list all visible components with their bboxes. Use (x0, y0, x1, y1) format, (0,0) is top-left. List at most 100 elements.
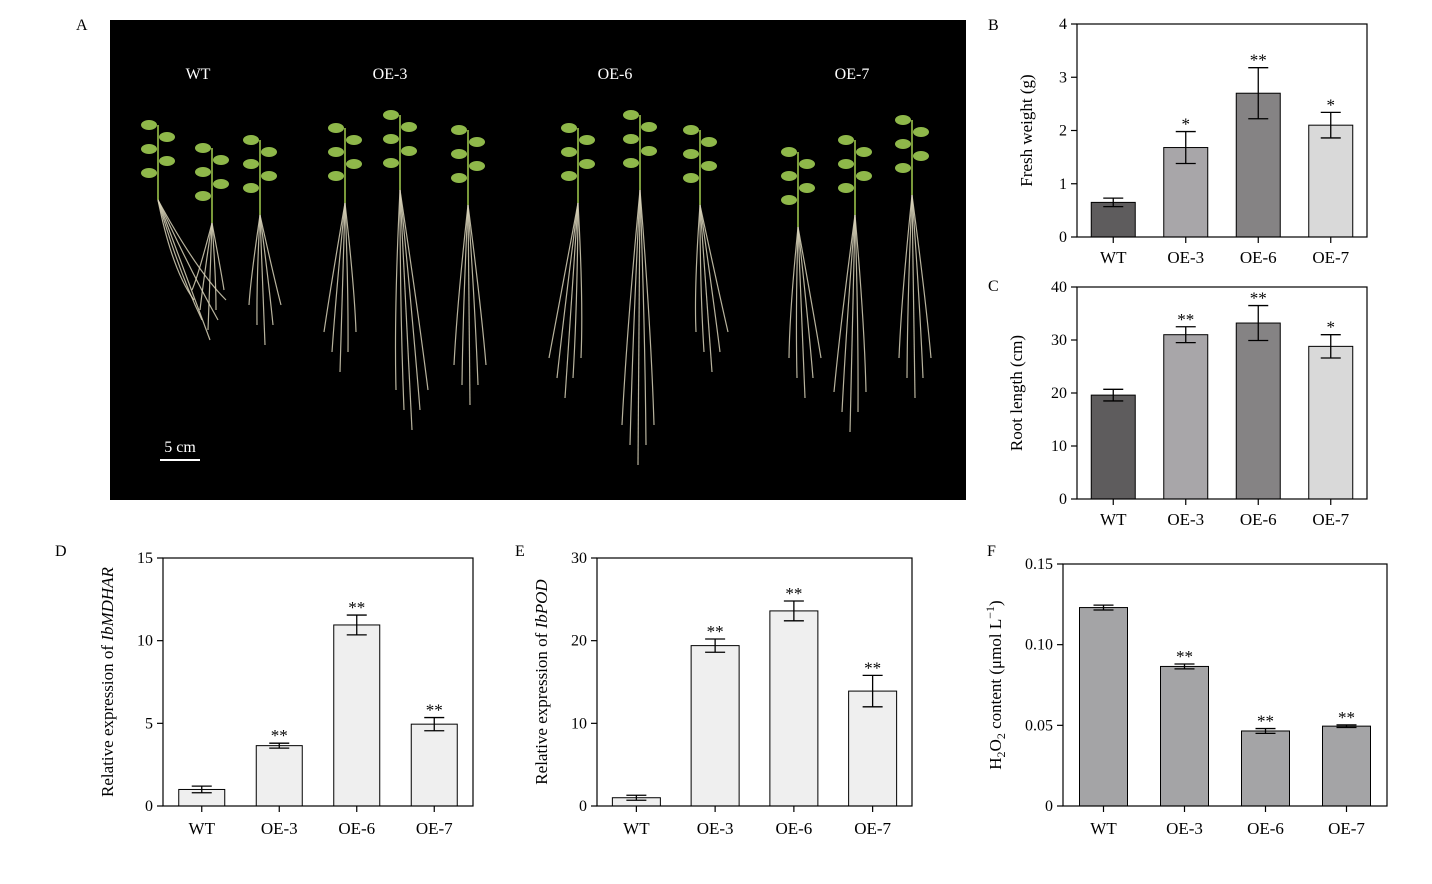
plant-root (248, 214, 261, 306)
plant-root (191, 222, 213, 291)
bar-oe-7 (1308, 345, 1354, 500)
panel-a: A WT OE-3 OE-6 OE-7 5 cm (76, 17, 966, 500)
plant-root (467, 204, 487, 366)
plant-leaf (213, 179, 229, 189)
significance-label: ** (785, 584, 802, 603)
plant-root (399, 189, 405, 411)
x-tick-label: WT (189, 819, 216, 838)
plant-leaf (451, 125, 467, 135)
x-tick-label: OE-6 (1240, 510, 1277, 529)
plant-leaf (195, 167, 211, 177)
plant-leaf (561, 123, 577, 133)
y-tick-label: 15 (137, 550, 153, 567)
plant-leaf (328, 123, 344, 133)
plant-leaf (401, 146, 417, 156)
y-tick-label: 5 (145, 715, 153, 732)
plant-leaf (781, 195, 797, 205)
plant-root (911, 194, 932, 359)
plant-root (207, 222, 213, 331)
plant-leaf (701, 137, 717, 147)
significance-label: * (1182, 115, 1191, 134)
plant-root (788, 226, 799, 359)
x-tick-label: OE-3 (1166, 819, 1203, 838)
plant-root (621, 189, 641, 426)
plant-leaf (469, 137, 485, 147)
plant-leaf (913, 127, 929, 137)
plant-leaf (781, 147, 797, 157)
panel-letter-b: B (988, 17, 999, 34)
plant-leaf (195, 143, 211, 153)
plant-leaf (261, 147, 277, 157)
significance-label: ** (348, 598, 365, 617)
bar-wt (1079, 607, 1128, 807)
plant-root (699, 204, 721, 353)
plant-root (344, 202, 357, 333)
y-tick-label: 0 (579, 798, 587, 815)
plant-leaf (838, 159, 854, 169)
plant-leaf (641, 122, 657, 132)
photo-label-wt: WT (186, 66, 211, 83)
plant-leaf (401, 122, 417, 132)
plant-root (467, 204, 471, 406)
bar-oe-3 (1160, 665, 1209, 807)
plant-root (854, 214, 867, 393)
significance-label: ** (426, 701, 443, 720)
panel-b-chart: B WT * OE-3 ** OE-6 * OE-7 0 1 2 3 4 Fresh weight (g) (988, 16, 1368, 267)
plant-leaf (623, 134, 639, 144)
panel-letter-d: D (55, 543, 67, 560)
plant-root (199, 222, 213, 311)
x-tick-label: OE-7 (1328, 819, 1365, 838)
plant-leaf (451, 173, 467, 183)
y-tick-label: 0 (1045, 798, 1053, 815)
plant-leaf (243, 135, 259, 145)
plant-root (854, 214, 859, 413)
plant-root (394, 189, 401, 391)
panel-letter-f: F (987, 543, 996, 560)
x-tick-label: OE-6 (338, 819, 375, 838)
bar-wt (1090, 201, 1136, 238)
y-axis-label: H2O2 content (μmol L−1) (983, 600, 1008, 769)
panel-f-chart: F WT ** OE-3 ** OE-6 ** OE-7 0 0.05 0.10 0.15 H2O2 c… (983, 543, 1388, 838)
plant-root (637, 189, 641, 466)
significance-label: ** (864, 658, 881, 677)
significance-label: ** (1250, 289, 1267, 308)
x-tick-label: WT (623, 819, 650, 838)
x-tick-label: OE-6 (775, 819, 812, 838)
plot-frame (596, 557, 913, 807)
bar-oe-6 (1241, 730, 1290, 807)
x-tick-label: OE-6 (1247, 819, 1284, 838)
y-tick-label: 0 (1059, 491, 1067, 508)
plot-frame (162, 557, 474, 807)
plant-leaf (346, 135, 362, 145)
plant-root (259, 214, 282, 306)
significance-label: ** (1257, 712, 1274, 731)
plant-root (157, 199, 219, 321)
plant-root (256, 214, 261, 326)
panel-e-chart: E WT ** OE-3 ** OE-6 ** OE-7 0 10 20 30 Relative exp… (515, 543, 913, 838)
plant-leaf (683, 149, 699, 159)
significance-label: ** (1250, 51, 1267, 70)
plant-leaf (383, 158, 399, 168)
plant-leaf (838, 183, 854, 193)
plant-root (157, 199, 203, 321)
x-tick-label: OE-3 (261, 819, 298, 838)
y-tick-label: 2 (1059, 123, 1067, 140)
plant-leaf (895, 163, 911, 173)
bar-oe-3 (690, 645, 740, 807)
plot-frame (1062, 563, 1388, 807)
plant-leaf (701, 161, 717, 171)
plant-root (157, 199, 211, 341)
y-tick-label: 40 (1051, 279, 1067, 296)
plant-leaf (913, 151, 929, 161)
plant-leaf (195, 191, 211, 201)
plant-root (157, 199, 227, 301)
plant-photo (110, 20, 966, 500)
y-tick-label: 0 (145, 798, 153, 815)
x-tick-label: OE-3 (1167, 248, 1204, 267)
plant-root (841, 214, 856, 413)
plant-root (629, 189, 641, 446)
plant-leaf (683, 125, 699, 135)
plant-root (339, 202, 346, 373)
plant-root (548, 202, 579, 359)
y-axis-label: Relative expression of IbMDHAR (98, 566, 117, 797)
